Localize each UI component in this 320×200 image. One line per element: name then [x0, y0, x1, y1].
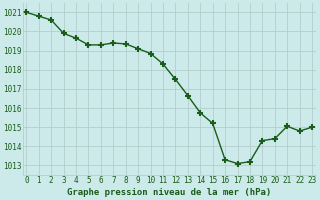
- X-axis label: Graphe pression niveau de la mer (hPa): Graphe pression niveau de la mer (hPa): [67, 188, 271, 197]
